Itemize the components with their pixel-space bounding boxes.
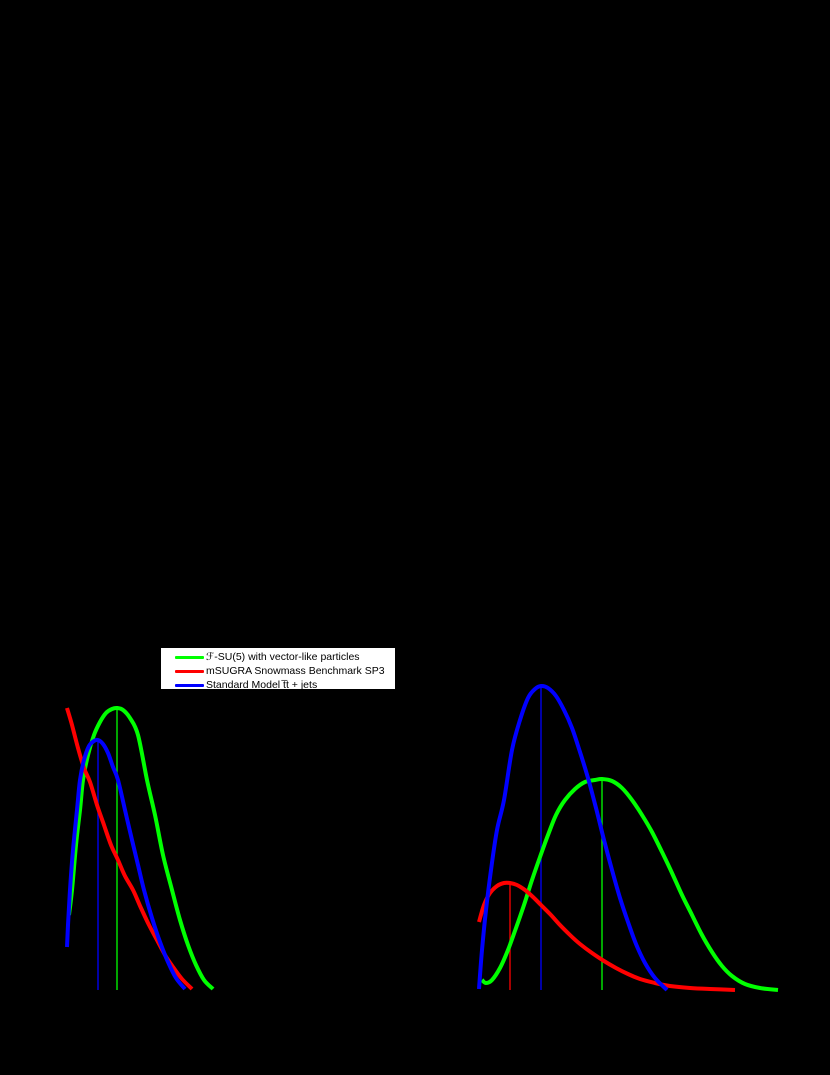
- legend-label-msugra: mSUGRA Snowmass Benchmark SP3: [206, 665, 385, 677]
- legend-item-msugra: mSUGRA Snowmass Benchmark SP3: [161, 664, 385, 678]
- legend-swatch-green-line-icon: [175, 655, 204, 659]
- left-curve-standard-mod: [65, 737, 187, 991]
- legend-label-sm: Standard Model t̅t + jets: [206, 679, 318, 691]
- legend-item-sm: Standard Model t̅t + jets: [161, 678, 317, 692]
- right-curve-su-5-with-ve: [480, 776, 779, 992]
- legend-label-fsu5: ℱ-SU(5) with vector-like particles: [206, 651, 360, 663]
- legend-swatch-blue-line-icon: [175, 683, 204, 687]
- right-curve-msugra-snowm: [477, 880, 736, 992]
- legend-swatch-red-line-icon: [175, 669, 204, 673]
- left-panel-plot: [65, 705, 215, 991]
- left-curve-su-5-with-ve: [67, 705, 215, 991]
- legend-item-fsu5: ℱ-SU(5) with vector-like particles: [161, 650, 360, 664]
- legend-box: ℱ-SU(5) with vector-like particles mSUGR…: [160, 647, 396, 692]
- right-panel-plot: [477, 683, 779, 992]
- right-curve-standard-mod: [477, 683, 669, 992]
